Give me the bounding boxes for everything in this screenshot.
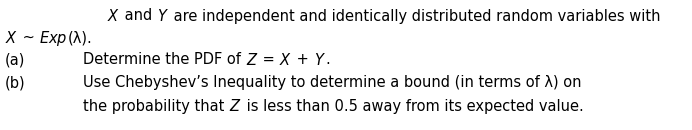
Text: $Y$: $Y$ xyxy=(157,8,169,24)
Text: $X$: $X$ xyxy=(5,30,18,46)
Text: $Z$: $Z$ xyxy=(229,98,242,114)
Text: (λ).: (λ). xyxy=(68,31,93,46)
Text: +: + xyxy=(293,53,313,67)
Text: and: and xyxy=(120,8,157,24)
Text: are independent and identically distributed random variables with: are independent and identically distribu… xyxy=(169,8,660,24)
Text: $Exp$: $Exp$ xyxy=(39,28,68,47)
Text: $Y$: $Y$ xyxy=(313,52,326,68)
Text: Use Chebyshev’s Inequality to determine a bound (in terms of λ) on: Use Chebyshev’s Inequality to determine … xyxy=(83,76,581,90)
Text: ∼: ∼ xyxy=(18,31,39,46)
Text: is less than 0.5 away from its expected value.: is less than 0.5 away from its expected … xyxy=(242,99,583,113)
Text: =: = xyxy=(258,53,280,67)
Text: Determine the PDF of: Determine the PDF of xyxy=(83,53,246,67)
Text: $X$: $X$ xyxy=(280,52,293,68)
Text: (a): (a) xyxy=(5,53,26,67)
Text: .: . xyxy=(326,53,330,67)
Text: (b): (b) xyxy=(5,76,26,90)
Text: $Z$: $Z$ xyxy=(246,52,258,68)
Text: $X$: $X$ xyxy=(107,8,120,24)
Text: the probability that: the probability that xyxy=(83,99,229,113)
